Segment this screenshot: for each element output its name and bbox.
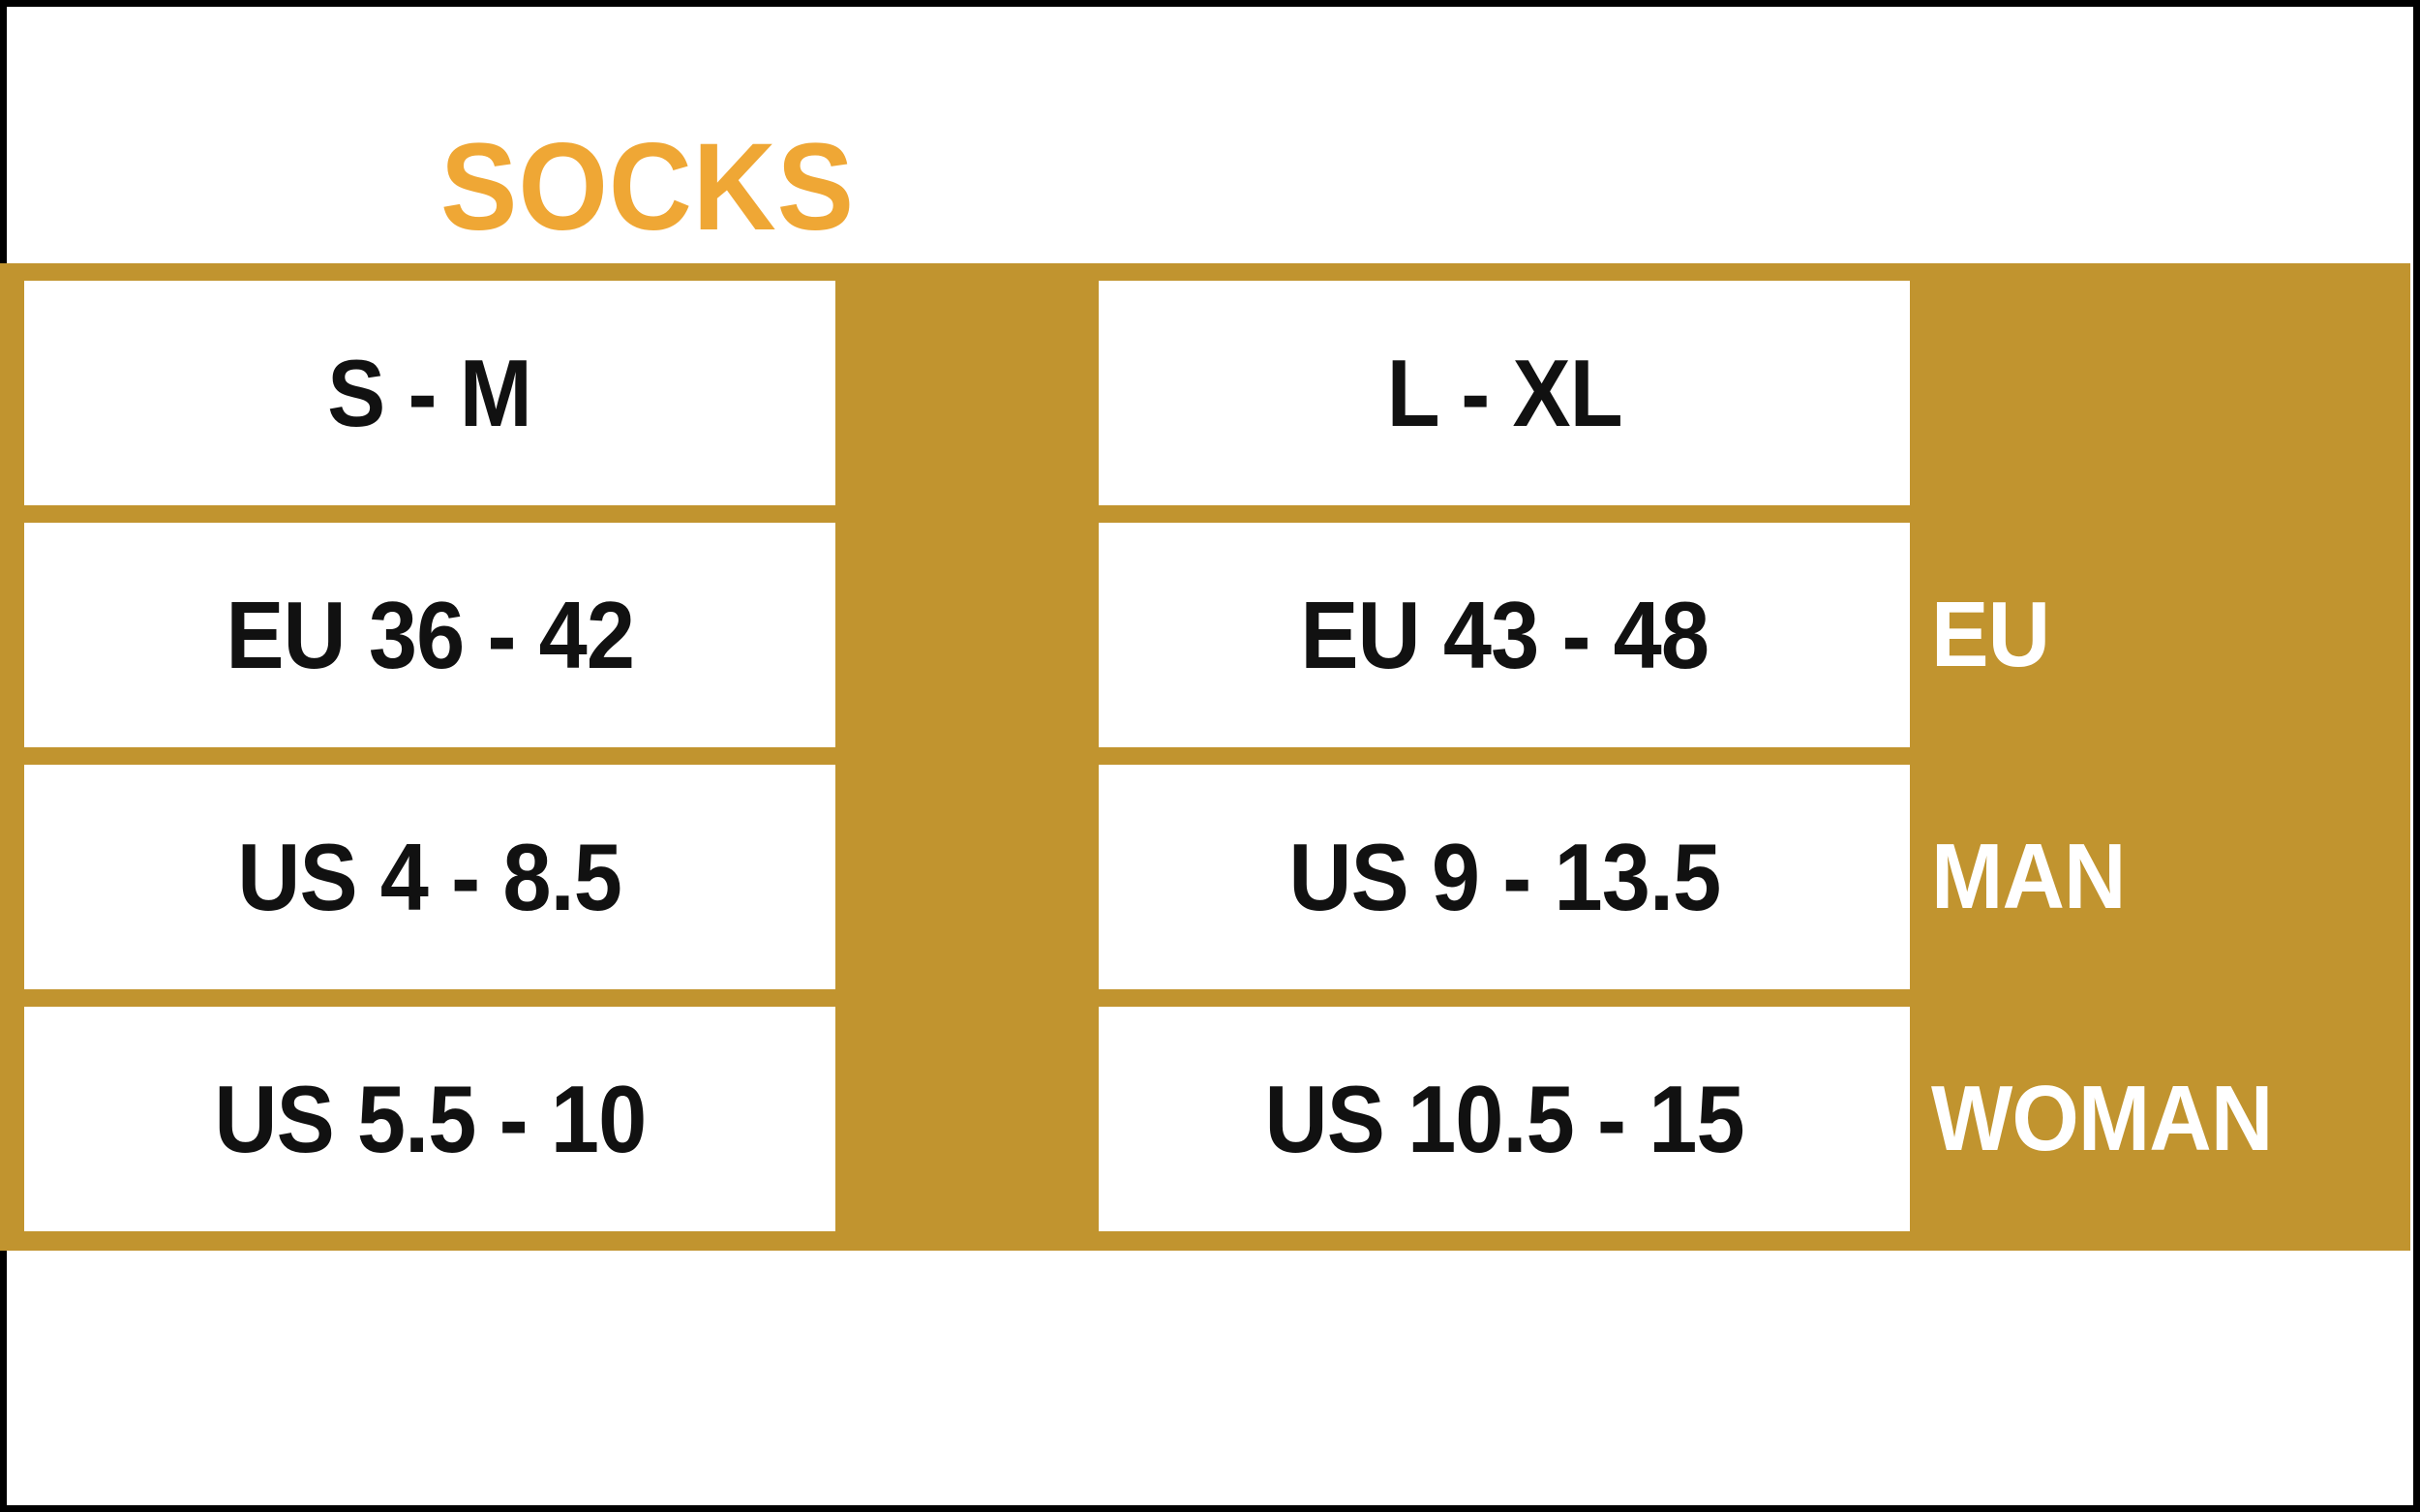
cell-text: L - XL bbox=[1386, 339, 1622, 446]
size-chart-grid: S - M L - XL EU 36 - 42 EU 43 - 48 US 4 … bbox=[0, 263, 2410, 1251]
cell-text: S - M bbox=[327, 339, 533, 446]
row-label-eu: EU bbox=[1931, 523, 2058, 747]
row-label-text: MAN bbox=[1931, 825, 2126, 928]
cell-eu-small-medium: EU 36 - 42 bbox=[24, 523, 835, 747]
cell-eu-large-xlarge: EU 43 - 48 bbox=[1099, 523, 1910, 747]
cell-size-large-xlarge: L - XL bbox=[1099, 281, 1910, 505]
cell-woman-large-xlarge: US 10.5 - 15 bbox=[1099, 1007, 1910, 1231]
table-row: S - M L - XL bbox=[0, 281, 2410, 505]
cell-woman-small-medium: US 5.5 - 10 bbox=[24, 1007, 835, 1231]
cell-text: US 5.5 - 10 bbox=[214, 1065, 647, 1172]
cell-man-large-xlarge: US 9 - 13.5 bbox=[1099, 765, 1910, 989]
cell-text: US 9 - 13.5 bbox=[1288, 823, 1721, 930]
cell-text: EU 43 - 48 bbox=[1300, 581, 1709, 688]
row-label-woman: WOMAN bbox=[1931, 1007, 2298, 1231]
cell-text: US 10.5 - 15 bbox=[1264, 1065, 1744, 1172]
row-label-text: EU bbox=[1931, 583, 2050, 686]
table-row: US 4 - 8.5 US 9 - 13.5 bbox=[0, 765, 2410, 989]
cell-size-small-medium: S - M bbox=[24, 281, 835, 505]
row-label-text: WOMAN bbox=[1931, 1067, 2273, 1170]
table-row: US 5.5 - 10 US 10.5 - 15 bbox=[0, 1007, 2410, 1231]
size-chart-table: S - M L - XL EU 36 - 42 EU 43 - 48 US 4 … bbox=[0, 263, 2410, 1251]
cell-text: US 4 - 8.5 bbox=[237, 823, 623, 930]
cell-text: EU 36 - 42 bbox=[226, 581, 635, 688]
cell-man-small-medium: US 4 - 8.5 bbox=[24, 765, 835, 989]
page-title: SOCKS bbox=[440, 118, 855, 257]
table-row: EU 36 - 42 EU 43 - 48 bbox=[0, 523, 2410, 747]
row-label-man: MAN bbox=[1931, 765, 2140, 989]
